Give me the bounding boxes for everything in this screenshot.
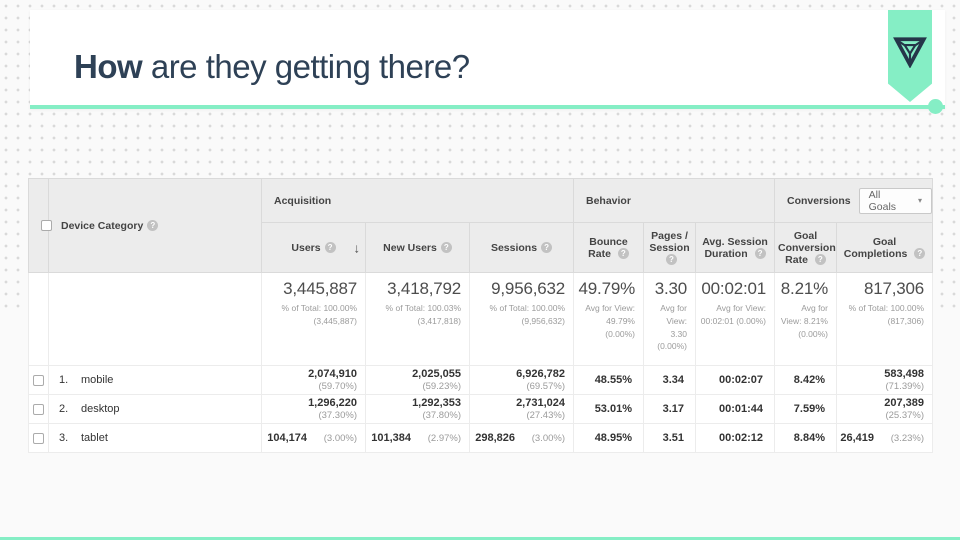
help-icon[interactable]: ? — [914, 247, 926, 259]
device-cell: 1. mobile — [48, 365, 262, 395]
group-header-conversions: Conversions All Goals ▾ — [773, 178, 934, 223]
summary-goal-conversion-rate: 8.21% Avg for View: 8.21% (0.00%) — [774, 272, 837, 366]
chevron-down-icon: ▾ — [918, 196, 923, 205]
summary-sessions: 9,956,632 % of Total: 100.00% (9,956,632… — [469, 272, 574, 366]
row-checkbox[interactable] — [33, 432, 44, 444]
page-title: How are they getting there? — [74, 48, 470, 86]
help-icon[interactable]: ? — [440, 241, 452, 253]
summary-bounce-rate: 49.79% Avg for View: 49.79% (0.00%) — [573, 272, 644, 366]
help-icon[interactable]: ? — [541, 241, 553, 253]
column-header-new-users[interactable]: New Users? — [365, 222, 470, 273]
column-header-goal-completions[interactable]: Goal Completions ? — [835, 222, 934, 273]
table-row-mobile: 1. mobile 2,074,910(59.70%) 2,025,055(59.… — [28, 365, 934, 395]
help-icon[interactable]: ? — [754, 247, 766, 259]
column-header-bounce-rate[interactable]: Bounce Rate ? — [573, 222, 644, 273]
device-cell: 2. desktop — [48, 394, 262, 424]
device-cell: 3. tablet — [48, 423, 262, 453]
all-goals-dropdown[interactable]: All Goals ▾ — [858, 187, 933, 214]
select-all-cell — [28, 178, 52, 273]
help-icon[interactable]: ? — [617, 247, 629, 259]
accent-end-dot — [928, 99, 943, 114]
page-title-rest: are they getting there? — [142, 48, 470, 85]
help-icon[interactable]: ? — [666, 253, 677, 265]
table-row-desktop: 2. desktop 1,296,220(37.30%) 1,292,353(37… — [28, 394, 934, 424]
bottom-accent-bar — [0, 537, 960, 540]
title-bar: How are they getting there? — [30, 10, 945, 109]
logo-ribbon — [888, 10, 932, 102]
select-all-checkbox[interactable] — [41, 220, 52, 232]
summary-row: 3,445,887 % of Total: 100.00% (3,445,887… — [28, 272, 934, 366]
column-header-sessions[interactable]: Sessions? — [469, 222, 574, 273]
summary-users: 3,445,887 % of Total: 100.00% (3,445,887… — [261, 272, 366, 366]
device-name: mobile — [81, 374, 114, 386]
sort-descending-icon[interactable]: ↓ — [353, 240, 361, 255]
help-icon[interactable]: ? — [147, 219, 159, 231]
device-category-label: Device Category — [61, 219, 144, 232]
summary-pages-session: 3.30 Avg for View: 3.30 (0.00%) — [643, 272, 696, 366]
group-header-behavior: Behavior — [573, 178, 775, 223]
column-header-avg-session-duration[interactable]: Avg. Session Duration ? — [695, 222, 775, 273]
column-header-pages-session[interactable]: Pages / Session ? — [643, 222, 696, 273]
summary-goal-completions: 817,306 % of Total: 100.00% (817,306) — [835, 272, 934, 366]
group-header-acquisition: Acquisition — [261, 178, 574, 223]
logo-icon — [893, 37, 927, 68]
column-header-goal-conversion-rate[interactable]: Goal Conversion Rate ? — [774, 222, 837, 273]
row-checkbox[interactable] — [33, 374, 44, 386]
column-header-device-category[interactable]: Device Category? — [48, 178, 262, 273]
summary-new-users: 3,418,792 % of Total: 100.03% (3,417,818… — [365, 272, 470, 366]
analytics-table: Device Category? Acquisition Behavior Co… — [28, 178, 934, 453]
page-title-bold: How — [74, 48, 143, 85]
summary-avg-session-duration: 00:02:01 Avg for View: 00:02:01 (0.00%) — [695, 272, 775, 366]
device-name: tablet — [81, 432, 108, 444]
device-name: desktop — [81, 403, 120, 415]
table-row-tablet: 3. tablet 104,174 (3.00%) 101,384 (2.97%) 2… — [28, 423, 934, 453]
help-icon[interactable]: ? — [324, 241, 336, 253]
help-icon[interactable]: ? — [814, 253, 826, 265]
column-header-users[interactable]: Users? ↓ — [261, 222, 366, 273]
row-checkbox[interactable] — [33, 403, 44, 415]
